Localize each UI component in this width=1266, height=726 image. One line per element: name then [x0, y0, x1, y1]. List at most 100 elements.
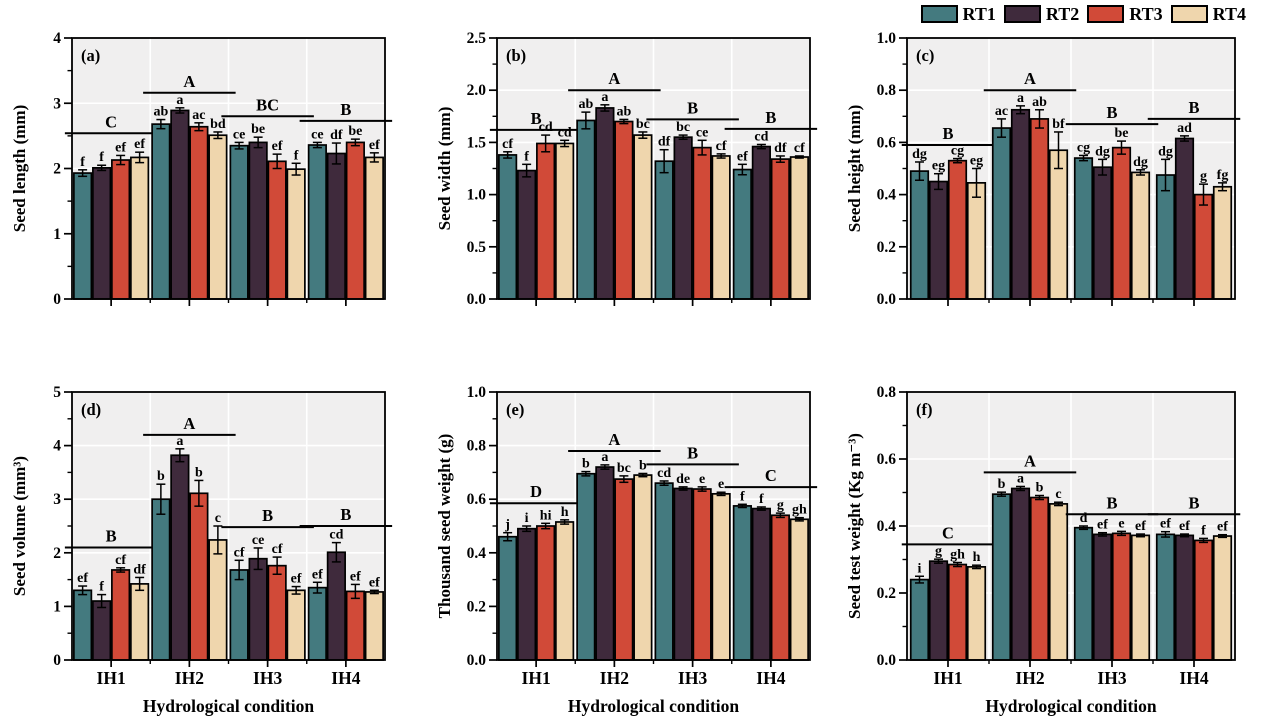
group-sig-label: A [183, 414, 195, 433]
bar-RT1-IH4 [307, 144, 327, 300]
sig-letter: bc [636, 117, 650, 132]
x-tick-label: IH4 [756, 668, 785, 688]
y-tick-label: 0.4 [467, 545, 487, 562]
bar-RT1-IH1 [498, 535, 518, 661]
sig-letter: g [935, 544, 942, 559]
bar-RT3-IH1 [947, 159, 968, 300]
bar-RT2-IH4 [1174, 534, 1195, 661]
group-sig-label: B [687, 443, 698, 462]
sig-letter: f [99, 580, 104, 595]
sig-letter: h [973, 550, 981, 565]
x-tick-label: IH3 [1097, 668, 1126, 688]
bar-RT3-IH3 [267, 564, 287, 661]
y-tick-label: 1 [53, 598, 61, 615]
bar-RT1-IH3 [654, 160, 674, 300]
y-tick-label: 2 [53, 545, 61, 562]
bar-RT2-IH3 [673, 136, 693, 300]
group-sig-label: A [608, 430, 620, 449]
sig-letter: bd [210, 117, 226, 132]
bar-RT3-IH2 [189, 492, 209, 661]
bar-RT2-IH3 [1092, 533, 1113, 661]
bar-RT1-IH4 [732, 505, 752, 661]
group-sig-label: A [1024, 69, 1036, 88]
bar-RT4-IH1 [966, 566, 987, 661]
sig-letter: ef [1135, 519, 1146, 534]
sig-letter: cd [329, 528, 343, 543]
y-tick-label: 5 [53, 384, 61, 401]
group-sig-label: B [942, 124, 953, 143]
bar-RT4-IH3 [711, 155, 731, 300]
group-sig-label: C [765, 466, 777, 485]
sig-letter: a [1017, 91, 1024, 106]
bar-RT3-IH3 [267, 160, 287, 300]
group-sig-label: D [530, 482, 542, 501]
y-tick-label: 3 [53, 491, 61, 508]
legend-label-rt4: RT4 [1212, 4, 1246, 24]
y-tick-label: 0.4 [877, 187, 897, 204]
sig-letter: cf [716, 139, 727, 154]
sig-letter: i [918, 561, 922, 576]
y-tick-label: 4 [53, 30, 61, 47]
y-tick-label: 1.0 [467, 187, 487, 204]
y-tick-label: 1.0 [877, 30, 897, 47]
sig-letter: b [157, 469, 165, 484]
y-tick-label: 1.0 [467, 384, 487, 401]
sig-letter: df [330, 128, 343, 143]
rt1-color-swatch [920, 5, 958, 23]
sig-letter: fg [1217, 168, 1229, 183]
sig-letter: d [1080, 511, 1088, 526]
bar-RT1-IH3 [229, 569, 249, 661]
bar-RT1-IH4 [1155, 174, 1176, 300]
bar-RT3-IH3 [692, 488, 712, 661]
bar-RT2-IH2 [595, 466, 615, 661]
bar-RT1-IH2 [151, 498, 171, 661]
bar-RT3-IH4 [345, 141, 365, 300]
sig-letter: f [740, 489, 745, 504]
sig-letter: cf [794, 141, 805, 156]
sig-letter: ef [291, 572, 302, 587]
legend-entry-rt4: RT4 [1170, 4, 1246, 24]
panel-tag: (a) [81, 46, 100, 65]
sig-letter: ef [737, 149, 748, 164]
x-tick-label: IH2 [600, 668, 629, 688]
panel-tag: (c) [916, 46, 934, 65]
legend-entry-rt2: RT2 [1003, 5, 1079, 23]
sig-letter: ac [995, 104, 1008, 119]
sig-letter: ef [115, 140, 126, 155]
sig-letter: b [195, 465, 203, 480]
bar-RT2-IH1 [517, 169, 537, 300]
bar-RT2-IH3 [673, 487, 693, 661]
sig-letter: ab [616, 104, 631, 119]
sig-letter: eg [970, 154, 983, 169]
group-sig-label: C [942, 523, 954, 542]
bar-RT1-IH3 [1073, 157, 1094, 300]
group-sig-label: A [183, 72, 195, 91]
y-axis-label: Seed height (mm) [845, 105, 864, 232]
sig-letter: eg [932, 159, 945, 174]
bar-RT1-IH1 [909, 170, 930, 300]
sig-letter: cf [115, 553, 126, 568]
bar-RT2-IH4 [326, 551, 346, 661]
sig-letter: a [176, 93, 183, 108]
rt3-color-swatch [1087, 5, 1125, 23]
y-tick-label: 0.8 [467, 438, 487, 455]
bar-RT3-IH3 [1111, 532, 1132, 661]
sig-letter: ef [1097, 518, 1108, 533]
bar-RT2-IH2 [1010, 108, 1031, 300]
group-sig-label: C [105, 112, 117, 131]
sig-letter: dg [1158, 144, 1173, 159]
y-tick-label: 0.8 [877, 82, 897, 99]
sig-letter: cg [951, 144, 964, 159]
bar-RT2-IH2 [170, 454, 190, 661]
x-tick-label: IH3 [678, 668, 707, 688]
bar-RT4-IH1 [130, 156, 150, 300]
sig-letter: e [718, 477, 724, 492]
bar-RT3-IH1 [111, 569, 131, 661]
bar-RT1-IH3 [229, 144, 249, 300]
x-tick-label: IH2 [1015, 668, 1044, 688]
y-tick-label: 0.6 [467, 491, 487, 508]
